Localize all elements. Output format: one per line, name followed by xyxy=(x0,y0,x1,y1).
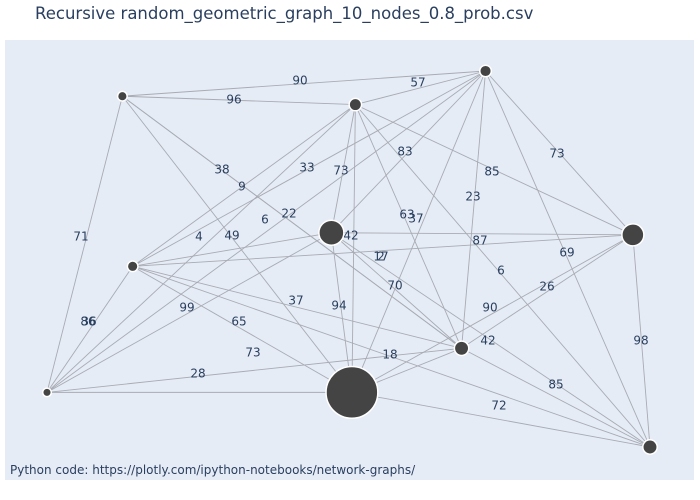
edge-G-D xyxy=(461,234,634,349)
chart-title: Recursive random_geometric_graph_10_node… xyxy=(35,4,534,23)
edge-label: 9 xyxy=(238,180,246,194)
edge-label: 17 xyxy=(373,250,388,264)
edge-label: 63 xyxy=(399,208,414,222)
edge-label: 6 xyxy=(261,213,269,227)
edge-label: 38 xyxy=(214,163,229,177)
graph-node-D[interactable] xyxy=(621,223,645,247)
edge-I-D xyxy=(351,234,634,393)
edge-label: 57 xyxy=(410,76,425,90)
edge-label: 90 xyxy=(292,74,307,88)
edge-label: 65 xyxy=(231,315,246,329)
edge-H-G xyxy=(46,347,462,393)
graph-node-G[interactable] xyxy=(453,340,470,357)
edge-label: 87 xyxy=(472,234,487,248)
edge-label: 26 xyxy=(539,280,554,294)
edge-C-D xyxy=(485,70,634,236)
edge-C-E xyxy=(331,70,486,234)
edge-F-H xyxy=(46,266,134,393)
edge-E-I xyxy=(330,232,353,393)
edge-B-E xyxy=(330,104,356,233)
edge-F-I xyxy=(132,265,353,393)
edge-C-G xyxy=(461,70,486,349)
edge-label: 42 xyxy=(343,229,358,243)
edge-label: 69 xyxy=(559,246,574,260)
edge-label: 99 xyxy=(179,301,194,315)
edge-label: 85 xyxy=(548,378,563,392)
graph-node-E[interactable] xyxy=(318,219,345,246)
edge-F-J xyxy=(132,265,651,448)
edge-B-C xyxy=(355,70,486,106)
edge-label: 73 xyxy=(333,164,348,178)
edge-label: 37 xyxy=(408,212,423,226)
edge-label: 72 xyxy=(491,399,506,413)
edge-C-I xyxy=(351,70,486,393)
edge-B-J xyxy=(355,104,651,448)
edge-label: 33 xyxy=(299,161,314,175)
graph-node-H[interactable] xyxy=(41,387,53,398)
edge-label: 85 xyxy=(484,165,499,179)
edge-A-I xyxy=(122,95,353,393)
edge-F-E xyxy=(132,232,332,267)
edge-label: 90 xyxy=(482,301,497,315)
graph-node-C[interactable] xyxy=(478,64,493,78)
edge-label: 18 xyxy=(382,348,397,362)
edge-A-G xyxy=(122,95,462,349)
edge-label: 6 xyxy=(497,264,505,278)
edge-F-D xyxy=(132,234,633,267)
edge-label: 86 xyxy=(80,315,95,329)
edge-B-F xyxy=(132,104,356,267)
edge-B-I xyxy=(351,104,356,393)
edge-E-J xyxy=(331,232,651,448)
edge-label: 71 xyxy=(73,230,88,244)
edge-C-H xyxy=(46,70,486,393)
edge-label: 37 xyxy=(288,294,303,308)
edge-A-B xyxy=(122,95,356,106)
edge-label: 42 xyxy=(480,334,495,348)
edge-label: 4 xyxy=(195,230,203,244)
edge-H-E xyxy=(46,232,332,393)
edge-E-G xyxy=(331,232,462,349)
edge-label: 22 xyxy=(281,207,296,221)
edge-A-H xyxy=(46,96,123,393)
edge-D-J xyxy=(632,234,651,448)
edge-C-F xyxy=(132,70,486,267)
edge-label: 94 xyxy=(331,299,346,313)
edge-label: 73 xyxy=(549,147,564,161)
edge-B-D xyxy=(355,104,634,236)
graph-node-F[interactable] xyxy=(126,260,139,273)
edge-label: 2 xyxy=(377,250,385,264)
edge-label: 49 xyxy=(224,229,239,243)
edge-label: 73 xyxy=(245,346,260,360)
edge-label: 83 xyxy=(397,145,412,159)
edge-label: 28 xyxy=(190,367,205,381)
graph-node-B[interactable] xyxy=(348,97,363,112)
edge-G-J xyxy=(461,347,651,448)
edge-label: 36 xyxy=(81,315,96,329)
edge-B-G xyxy=(354,104,462,349)
edge-layer xyxy=(46,70,651,448)
edge-label: 70 xyxy=(387,279,402,293)
edge-label: 98 xyxy=(633,334,648,348)
edge-E-D xyxy=(331,232,633,236)
node-layer xyxy=(41,64,658,455)
edge-label: 23 xyxy=(465,190,480,204)
graph-node-I[interactable] xyxy=(325,365,379,420)
edge-H-B xyxy=(46,104,356,393)
edge-C-J xyxy=(485,70,651,448)
edge-label: 96 xyxy=(226,93,241,107)
graph-node-A[interactable] xyxy=(116,90,128,102)
edge-F-G xyxy=(132,265,462,349)
edge-A-C xyxy=(122,70,486,97)
source-note: Python code: https://plotly.com/ipython-… xyxy=(10,463,416,477)
edge-I-J xyxy=(351,391,651,448)
graph-node-J[interactable] xyxy=(642,439,658,455)
